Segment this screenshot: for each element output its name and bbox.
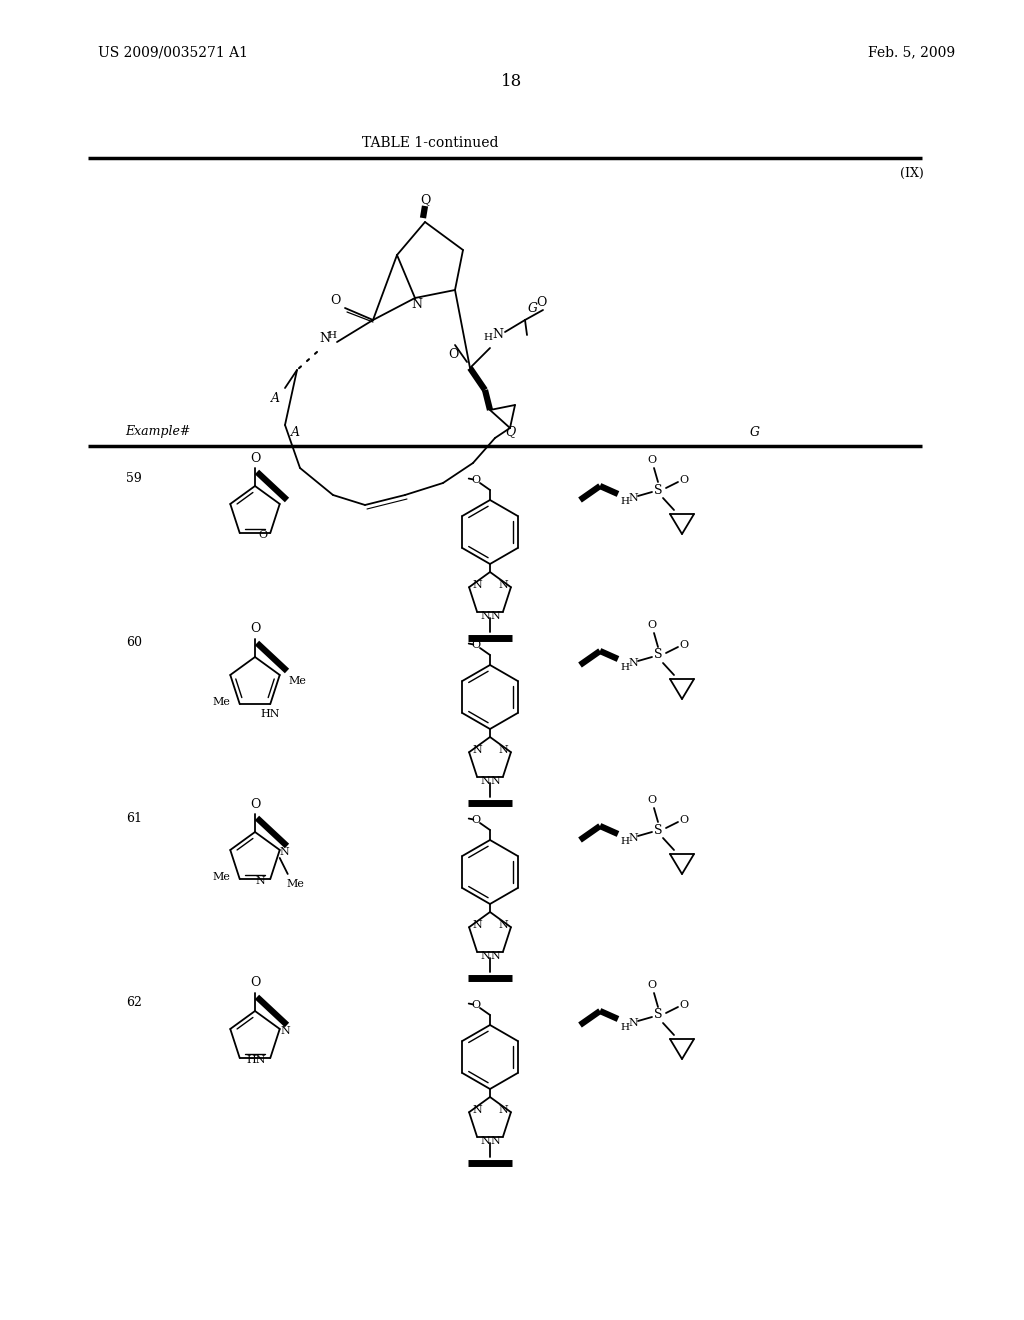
Text: N: N <box>281 1026 291 1036</box>
Text: S: S <box>653 648 663 661</box>
Text: Feb. 5, 2009: Feb. 5, 2009 <box>868 45 955 59</box>
Text: 59: 59 <box>126 471 141 484</box>
Text: N: N <box>255 876 265 886</box>
Text: O: O <box>647 979 656 990</box>
Text: O: O <box>471 475 480 484</box>
Text: N: N <box>472 581 482 590</box>
Text: N: N <box>319 331 331 345</box>
Text: O: O <box>680 640 688 649</box>
Text: 62: 62 <box>126 997 142 1010</box>
Text: N: N <box>472 1105 482 1115</box>
Text: S: S <box>653 1008 663 1022</box>
Text: O: O <box>471 1001 480 1010</box>
Text: N: N <box>628 1018 638 1028</box>
Text: N: N <box>490 611 500 620</box>
Text: US 2009/0035271 A1: US 2009/0035271 A1 <box>98 45 248 59</box>
Text: N: N <box>480 611 489 620</box>
Text: N: N <box>493 329 504 342</box>
Text: O: O <box>447 348 458 362</box>
Text: O: O <box>647 620 656 630</box>
Text: H: H <box>328 330 337 339</box>
Text: (IX): (IX) <box>900 166 924 180</box>
Text: H: H <box>621 837 630 846</box>
Text: A: A <box>270 392 280 404</box>
Text: N: N <box>628 833 638 843</box>
Text: N: N <box>490 1135 500 1146</box>
Text: H: H <box>621 1023 630 1031</box>
Text: 60: 60 <box>126 636 142 649</box>
Text: O: O <box>259 531 268 540</box>
Text: N: N <box>628 492 638 503</box>
Text: N: N <box>498 1105 508 1115</box>
Text: N: N <box>498 920 508 931</box>
Text: Me: Me <box>287 879 305 888</box>
Text: H: H <box>621 663 630 672</box>
Text: O: O <box>647 795 656 805</box>
Text: H: H <box>621 498 630 507</box>
Text: N: N <box>490 776 500 785</box>
Text: A: A <box>291 425 299 438</box>
Text: N: N <box>628 657 638 668</box>
Text: N: N <box>472 746 482 755</box>
Text: Me: Me <box>289 676 306 686</box>
Text: S: S <box>653 824 663 837</box>
Text: O: O <box>250 797 260 810</box>
Text: N: N <box>480 950 489 961</box>
Text: Q: Q <box>505 425 515 438</box>
Text: N: N <box>472 920 482 931</box>
Text: 18: 18 <box>502 74 522 91</box>
Text: O: O <box>250 451 260 465</box>
Text: N: N <box>480 776 489 785</box>
Text: O: O <box>680 475 688 484</box>
Text: O: O <box>471 814 480 825</box>
Text: HN: HN <box>260 709 280 719</box>
Text: 61: 61 <box>126 812 142 825</box>
Text: Example#: Example# <box>125 425 190 438</box>
Text: O: O <box>471 640 480 649</box>
Text: O: O <box>647 455 656 465</box>
Text: N: N <box>280 847 290 857</box>
Text: HN: HN <box>247 1055 266 1065</box>
Text: H: H <box>483 334 493 342</box>
Text: Me: Me <box>213 873 230 882</box>
Text: Q: Q <box>420 194 430 206</box>
Text: N: N <box>480 1135 489 1146</box>
Text: G: G <box>528 301 538 314</box>
Text: N: N <box>490 950 500 961</box>
Text: N: N <box>498 746 508 755</box>
Text: G: G <box>750 425 760 438</box>
Text: Me: Me <box>213 697 230 708</box>
Text: O: O <box>250 977 260 990</box>
Text: O: O <box>536 296 546 309</box>
Text: S: S <box>653 483 663 496</box>
Text: TABLE 1-continued: TABLE 1-continued <box>361 136 499 150</box>
Text: N: N <box>412 298 423 312</box>
Text: N: N <box>498 581 508 590</box>
Text: O: O <box>680 814 688 825</box>
Text: O: O <box>680 1001 688 1010</box>
Text: O: O <box>250 623 260 635</box>
Text: O: O <box>330 293 340 306</box>
